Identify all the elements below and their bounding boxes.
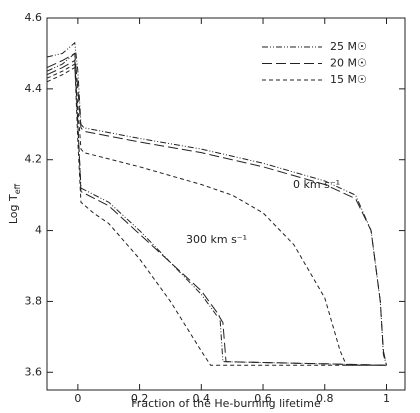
line-track <box>46 66 387 366</box>
y-tick-label: 4.2 <box>25 153 43 166</box>
annotation: 0 km s⁻¹ <box>293 178 340 191</box>
y-tick-label: 3.8 <box>25 294 43 307</box>
y-tick-label: 4 <box>35 224 42 237</box>
y-label-main: Log T <box>7 194 20 224</box>
x-tick-label: 0.4 <box>193 392 211 405</box>
legend-label: 25 M☉ <box>330 40 367 53</box>
legend-label: 20 M☉ <box>330 57 367 70</box>
line-track <box>46 52 387 366</box>
x-tick-label: 0 <box>74 392 81 405</box>
x-tick-label: 0.6 <box>254 392 272 405</box>
line-track <box>46 59 387 366</box>
line-track <box>46 63 387 366</box>
y-axis-label: Log Teff <box>7 183 22 224</box>
legend-label: 15 M☉ <box>330 73 367 86</box>
annotation: 300 km s⁻¹ <box>186 233 247 246</box>
plot-frame <box>46 17 406 391</box>
y-tick-label: 4.4 <box>25 82 43 95</box>
x-axis-label: Fraction of the He-burning lifetime <box>131 397 321 410</box>
x-tick-label: 0.8 <box>316 392 334 405</box>
y-tick-label: 4.6 <box>25 11 43 24</box>
y-label-sub: eff <box>13 183 22 194</box>
line-track <box>46 41 387 366</box>
y-tick-label: 3.6 <box>25 365 43 378</box>
x-tick-label: 0.2 <box>131 392 149 405</box>
x-tick-label: 1 <box>383 392 390 405</box>
line-track <box>46 52 387 366</box>
